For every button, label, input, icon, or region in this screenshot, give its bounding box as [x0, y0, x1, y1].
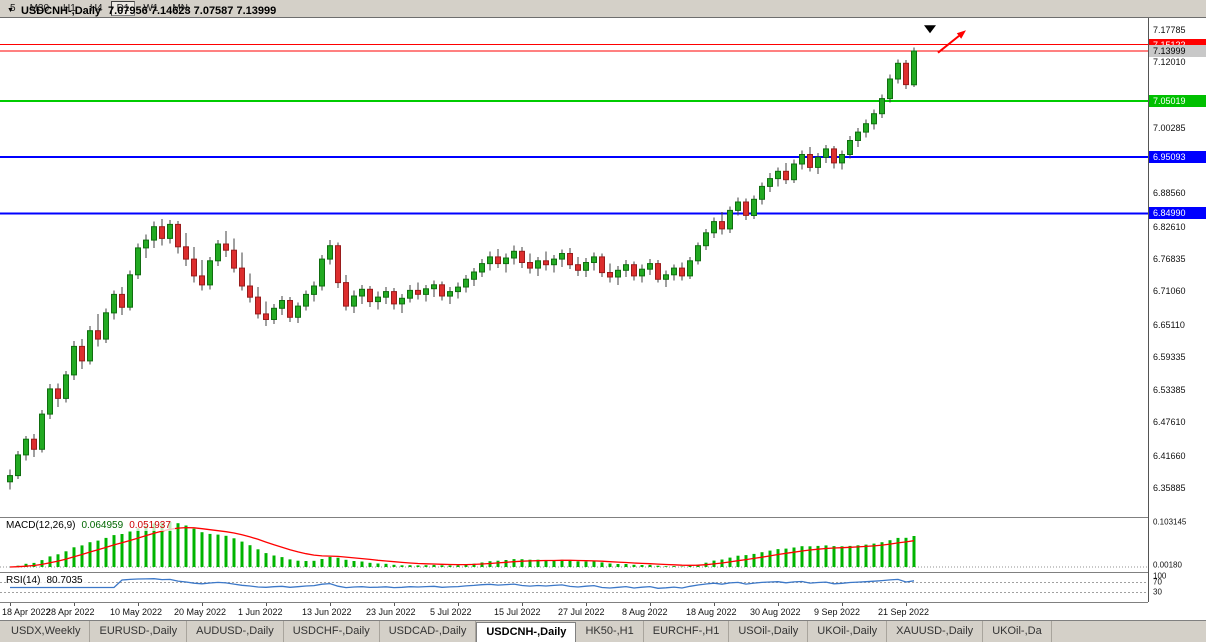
price-tick-label: 6.82610: [1153, 221, 1186, 232]
timeframe-button-w1[interactable]: W1: [143, 3, 159, 14]
timeframe-button-h1[interactable]: H1: [63, 3, 76, 14]
time-axis[interactable]: 18 Apr 2022 28 Apr 2022 10 May 2022 20 May …: [0, 602, 1148, 620]
price-tick-label: 7.12010: [1153, 57, 1186, 68]
price-tick-label: 7.00285: [1153, 122, 1186, 133]
date-label: 8 Aug 2022: [622, 607, 668, 617]
time-axis-tick: [714, 603, 715, 606]
rsi-name: RSI(14): [6, 575, 41, 586]
date-label: 15 Jul 2022: [494, 607, 541, 617]
date-label: 13 Jun 2022: [302, 607, 352, 617]
date-label: 10 May 2022: [110, 607, 163, 617]
timeframe-button-h4[interactable]: H4: [89, 3, 103, 14]
chart-tab-usdcad-daily[interactable]: USDCAD-,Daily: [380, 621, 477, 642]
date-label: 1 Jun 2022: [238, 607, 283, 617]
chart-tab-ukoil-da[interactable]: UKOil-,Da: [983, 621, 1052, 642]
rsi-value: 80.7035: [46, 575, 83, 586]
timeframe-toolbar: 5 M30 H1 H4 D1 W1 MN: [0, 0, 1206, 18]
macd-axis-label: 0.00180: [1153, 560, 1182, 570]
macd-main-value: 0.064959: [81, 520, 124, 531]
macd-label: MACD(12,26,9) 0.064959 0.051937: [6, 520, 175, 531]
time-axis-tick: [10, 603, 11, 606]
chart-title: ▼ USDCNH-,Daily 7.07956 7.14623 7.07587 …: [7, 5, 276, 17]
date-label: 9 Sep 2022: [814, 607, 861, 617]
time-axis-tick: [138, 603, 139, 606]
chart-tab-usdcnh-daily[interactable]: USDCNH-,Daily: [476, 622, 577, 642]
price-tick-label: 7.17785: [1153, 24, 1186, 35]
chart-tab-hk50-h1[interactable]: HK50-,H1: [576, 621, 644, 642]
date-label: 30 Aug 2022: [750, 607, 801, 617]
time-axis-tick: [202, 603, 203, 606]
chart-quote-values: 7.07956 7.14623 7.07587 7.13999: [108, 5, 277, 17]
price-tick-label: 6.88560: [1153, 188, 1186, 199]
price-line-badge: 7.13999: [1149, 45, 1206, 57]
timeframe-button-m30[interactable]: M30: [29, 3, 50, 14]
timeframe-button-d1[interactable]: D1: [110, 1, 136, 16]
price-tick-label: 6.71060: [1153, 286, 1186, 297]
date-label: 18 Aug 2022: [686, 607, 737, 617]
date-label: 5 Jul 2022: [430, 607, 472, 617]
macd-name: MACD(12,26,9): [6, 520, 76, 531]
timeframe-button-mn[interactable]: MN: [172, 3, 188, 14]
price-tick-label: 6.65110: [1153, 319, 1185, 330]
price-line-badge: 6.95093: [1149, 150, 1206, 163]
time-axis-tick: [842, 603, 843, 606]
price-line-badge: 6.84990: [1149, 207, 1206, 220]
chart-menu-triangle-icon[interactable]: ▼: [7, 6, 14, 14]
date-label: 27 Jul 2022: [558, 607, 605, 617]
price-tick-label: 6.53385: [1153, 385, 1186, 396]
rsi-label: RSI(14) 80.7035: [6, 575, 87, 586]
time-axis-tick: [266, 603, 267, 606]
chart-tab-usoil-daily[interactable]: USOil-,Daily: [729, 621, 809, 642]
date-label: 18 Apr 2022: [2, 607, 51, 617]
price-tick-label: 6.41660: [1153, 450, 1186, 461]
date-label: 28 Apr 2022: [46, 607, 95, 617]
red-arrow-annotation[interactable]: [937, 30, 966, 54]
macd-signal-value: 0.051937: [129, 520, 171, 531]
macd-panel[interactable]: MACD(12,26,9) 0.064959 0.051937: [0, 517, 1148, 572]
chart-symbol-label: USDCNH-,Daily: [20, 5, 102, 17]
date-label: 20 May 2022: [174, 607, 227, 617]
time-axis-tick: [458, 603, 459, 606]
chart-tab-usdchf-daily[interactable]: USDCHF-,Daily: [284, 621, 380, 642]
timeframe-button-5[interactable]: 5: [10, 3, 16, 14]
time-axis-tick: [330, 603, 331, 606]
chart-tab-xauusd-daily[interactable]: XAUUSD-,Daily: [887, 621, 984, 642]
time-axis-tick: [522, 603, 523, 606]
price-axis[interactable]: 7.17785 7.12010 7.00285 6.88560 6.82610 6.768…: [1148, 18, 1206, 602]
price-chart[interactable]: [0, 18, 1148, 517]
time-axis-tick: [650, 603, 651, 606]
rsi-panel[interactable]: RSI(14) 80.7035: [0, 572, 1148, 602]
chart-tab-ukoil-daily[interactable]: UKOil-,Daily: [808, 621, 888, 642]
rsi-axis-label: 30: [1153, 587, 1162, 596]
time-axis-tick: [74, 603, 75, 606]
chart-tab-eurchf-h1[interactable]: EURCHF-,H1: [644, 621, 730, 642]
chart-tab-audusd-daily[interactable]: AUDUSD-,Daily: [187, 621, 284, 642]
date-label: 21 Sep 2022: [878, 607, 930, 617]
time-axis-tick: [586, 603, 587, 606]
price-tick-label: 6.47610: [1153, 417, 1186, 428]
chart-tab-usdx-weekly[interactable]: USDX,Weekly: [2, 621, 91, 642]
rsi-axis-label: 70: [1153, 577, 1162, 586]
price-tick-label: 6.76835: [1153, 253, 1186, 264]
macd-axis-label: 0.103145: [1153, 517, 1187, 526]
chart-window-tab-bar: USDX,Weekly EURUSD-,Daily AUDUSD-,Daily USD…: [0, 620, 1206, 642]
time-axis-tick: [906, 603, 907, 606]
time-axis-tick: [778, 603, 779, 606]
chart-tab-eurusd-daily[interactable]: EURUSD-,Daily: [90, 621, 188, 642]
time-axis-tick: [394, 603, 395, 606]
price-tick-label: 6.35885: [1153, 483, 1186, 493]
rsi-axis-label: 100: [1153, 571, 1167, 581]
date-label: 23 Jun 2022: [366, 607, 416, 617]
price-tick-label: 6.59335: [1153, 351, 1186, 362]
price-line-badge: 7.05019: [1149, 95, 1206, 108]
down-triangle-annotation[interactable]: [924, 25, 936, 34]
